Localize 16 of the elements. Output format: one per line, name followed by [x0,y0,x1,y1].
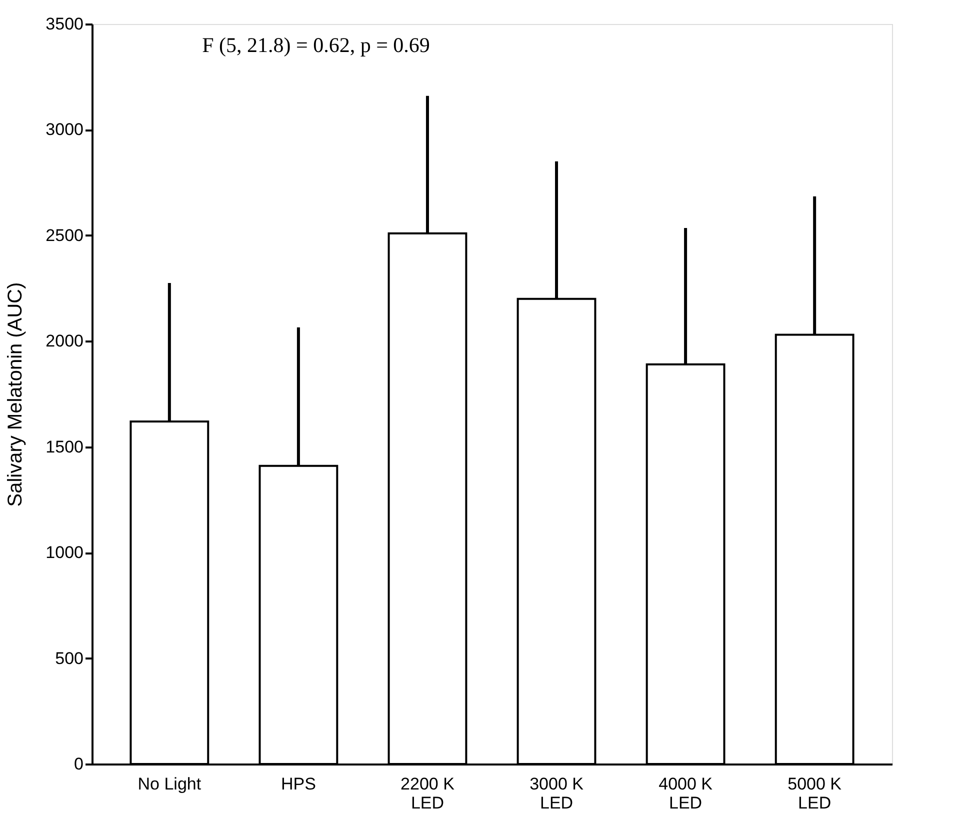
x-tick-label: 4000 K LED [658,774,714,812]
y-tick-label: 500 [55,648,84,668]
y-tick-label: 0 [74,754,84,774]
x-tick-label: HPS [280,774,316,794]
y-axis-title: Salivary Melatonin (AUC) [4,282,27,507]
y-tick-label: 3500 [46,14,84,34]
x-tick-label: 5000 K LED [788,774,842,812]
x-tick-label: No Light [138,774,202,794]
annotation: F (5, 21.8) = 0.62, p = 0.69 [202,33,430,57]
x-tick-label: 2200 K LED [400,774,456,812]
y-tick-label: 1000 [46,543,84,562]
y-tick-label: 3000 [46,120,84,140]
y-tick-label: 2500 [46,226,84,245]
y-tick-label: 2000 [46,332,84,351]
y-tick-label: 1500 [46,437,84,456]
x-tick-label: 3000 K LED [530,774,584,812]
